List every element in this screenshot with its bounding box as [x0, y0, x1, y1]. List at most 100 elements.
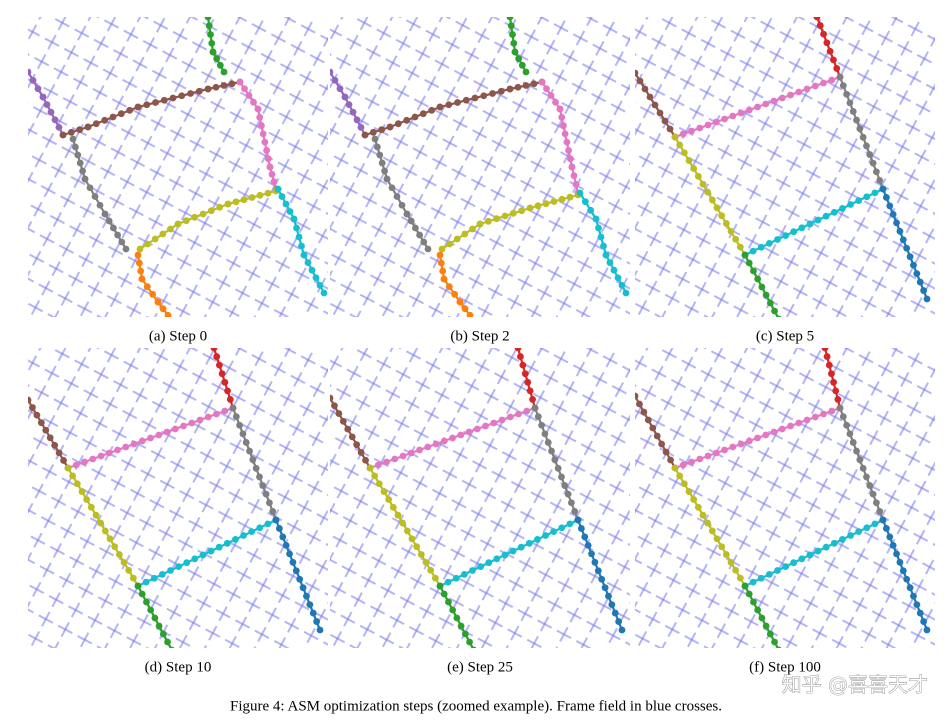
vertex: [335, 410, 343, 417]
vertex: [129, 574, 137, 582]
vertex: [542, 200, 550, 208]
vertex: [55, 449, 63, 457]
vertex: [561, 482, 569, 489]
vertex: [258, 122, 265, 129]
vertex: [134, 582, 142, 590]
vertex: [29, 404, 36, 411]
vertex: [814, 216, 822, 224]
vertex: [721, 115, 728, 123]
vertex: [699, 511, 707, 519]
vertex: [745, 259, 753, 267]
vertex: [417, 551, 425, 558]
vertex: [143, 283, 151, 291]
vertex: [374, 461, 382, 469]
vertex: [741, 582, 749, 590]
vertex: [524, 378, 532, 386]
vertex: [242, 439, 250, 446]
vertex: [209, 48, 217, 56]
vertex: [757, 574, 765, 582]
vertex: [708, 527, 716, 535]
vertex: [218, 370, 226, 378]
vertex: [757, 243, 765, 251]
vertex: [232, 198, 240, 206]
vertex: [376, 151, 384, 159]
vertex: [661, 117, 669, 125]
vertex: [821, 348, 829, 352]
vertex: [385, 496, 393, 503]
vertex: [224, 387, 231, 395]
vertex: [199, 210, 207, 218]
vertex: [856, 456, 864, 464]
vertex: [259, 130, 267, 138]
vertex: [913, 270, 921, 278]
vertex: [598, 575, 606, 583]
vertex: [353, 441, 361, 449]
vertex: [473, 425, 481, 433]
vertex: [369, 128, 377, 136]
vertex: [241, 85, 248, 93]
panels: (a) Step 0 (b) Step 2 (c) Step 5 (d) Step 1…: [28, 17, 935, 675]
vertex: [232, 536, 239, 543]
frame-field: [635, 348, 935, 648]
vertex: [916, 609, 924, 617]
vertex: [666, 125, 674, 133]
watermark: 知乎 @喜喜天才: [782, 673, 928, 697]
vertex: [345, 101, 353, 108]
vertex: [795, 419, 803, 427]
vertex: [386, 123, 394, 131]
vertex: [151, 235, 159, 243]
vertex: [416, 446, 423, 454]
vertex: [399, 452, 407, 460]
vertex: [427, 566, 435, 574]
vertex: [279, 533, 287, 541]
vertex: [704, 519, 712, 527]
vertex: [889, 541, 897, 549]
contour: [369, 467, 441, 587]
vertex: [741, 251, 749, 259]
vertex: [76, 126, 84, 134]
vertex: [843, 421, 851, 429]
contour: [438, 254, 473, 317]
vertex: [160, 96, 168, 104]
vertex: [413, 543, 421, 551]
vertex: [611, 609, 619, 617]
vertex: [667, 456, 674, 464]
vertex: [84, 123, 92, 131]
vertex: [722, 220, 730, 227]
vertex: [169, 94, 177, 102]
vertex: [263, 147, 270, 154]
vertex: [737, 109, 745, 117]
vertex: [758, 283, 766, 291]
vertex: [344, 425, 352, 433]
vertex: [581, 533, 589, 541]
vertex: [526, 204, 534, 212]
vertex: [266, 163, 274, 171]
vertex: [712, 118, 720, 126]
vertex: [221, 407, 229, 415]
vertex: [394, 511, 402, 519]
vertex: [872, 168, 880, 176]
vertex: [436, 582, 444, 590]
vertex: [636, 400, 643, 408]
vertex: [704, 188, 712, 196]
vertex: [361, 131, 369, 139]
vertex: [213, 55, 221, 63]
vertex: [97, 519, 105, 527]
vertex: [134, 251, 142, 259]
vertex: [380, 488, 388, 495]
vertex: [754, 275, 762, 283]
vertex: [849, 439, 857, 446]
vertex: [762, 100, 770, 108]
vertex: [316, 282, 324, 289]
vertex: [509, 209, 517, 217]
vertex: [510, 39, 518, 47]
vertex: [420, 238, 428, 246]
vertex: [246, 447, 253, 455]
vertex: [144, 240, 151, 248]
vertex: [454, 99, 461, 106]
vertex: [823, 39, 831, 47]
vertex: [572, 180, 580, 188]
vertex: [704, 452, 712, 460]
vertex: [899, 567, 907, 575]
vertex: [378, 159, 386, 167]
